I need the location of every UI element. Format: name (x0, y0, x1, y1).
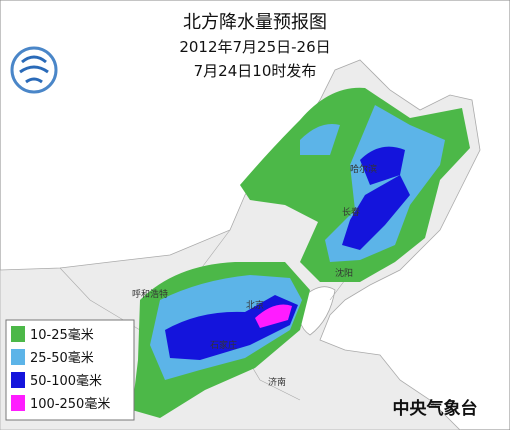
city: 沈阳 (335, 267, 353, 279)
city: 济南 (268, 376, 286, 388)
legend: 10-25毫米 25-50毫米 50-100毫米 100-250毫米 (5, 319, 135, 421)
legend-label: 100-250毫米 (30, 396, 110, 412)
legend-swatch (11, 349, 25, 365)
legend-label: 25-50毫米 (30, 350, 94, 366)
period: 2012年7月25日-26日 (179, 38, 330, 56)
legend-swatch (11, 372, 25, 388)
city: 长春 (342, 206, 360, 218)
title: 北方降水量预报图 (183, 12, 327, 33)
legend-box (5, 319, 135, 421)
city-labels: 哈尔滨 长春 沈阳 呼和浩特 北京 石家庄 济南 (132, 163, 377, 388)
city: 石家庄 (210, 339, 237, 351)
city: 呼和浩特 (132, 288, 168, 300)
rain-100-250 (255, 304, 292, 328)
city: 北京 (246, 299, 264, 311)
legend-label: 50-100毫米 (30, 373, 102, 389)
legend-swatch (11, 326, 25, 342)
issued: 7月24日10时发布 (194, 62, 317, 80)
legend-label: 10-25毫米 (30, 327, 94, 343)
legend-swatch (11, 395, 25, 411)
footer: 中央气象台 (393, 398, 478, 419)
rain-areas (132, 87, 470, 418)
city: 哈尔滨 (350, 163, 377, 175)
logo (10, 46, 58, 94)
